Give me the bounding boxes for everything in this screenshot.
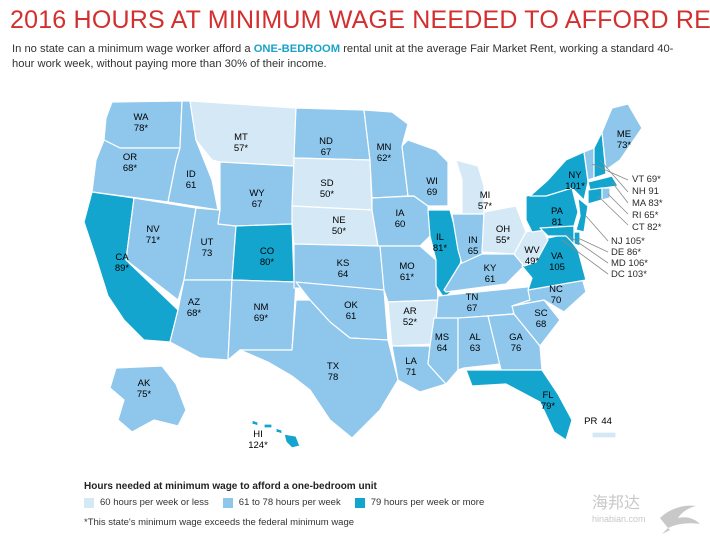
legend-title: Hours needed at minimum wage to afford a… — [84, 481, 377, 492]
state-label-NC: NC 70 — [549, 284, 563, 306]
side-label-NJ: NJ 105* — [611, 236, 645, 247]
state-AL[interactable] — [457, 315, 501, 371]
state-label-ME: ME 73* — [617, 129, 632, 151]
side-label-DE: DE 86* — [611, 247, 642, 258]
state-MD[interactable] — [539, 225, 575, 245]
legend-swatch-low — [84, 497, 94, 508]
state-label-NV: NV 71* — [146, 224, 161, 246]
state-DE[interactable] — [573, 231, 581, 247]
state-label-WV: WV 49* — [524, 245, 540, 267]
side-label-RI: RI 65* — [632, 210, 659, 221]
state-NV[interactable] — [125, 197, 197, 301]
state-label-AK: AK 75* — [137, 378, 152, 400]
state-FL[interactable] — [465, 369, 573, 441]
callout-lines — [561, 159, 629, 275]
state-label-LA: LA 71 — [405, 356, 417, 378]
footnote: *This state's minimum wage exceeds the f… — [84, 517, 355, 528]
state-label-CA: CA 89* — [115, 252, 130, 274]
state-label-SD: SD 50* — [320, 178, 335, 200]
state-label-MN: MN 62* — [377, 142, 392, 164]
state-label-SC: SC 68 — [534, 308, 547, 330]
side-label-DC: DC 103* — [611, 269, 647, 280]
state-label-MT: MT 57* — [234, 132, 249, 154]
state-label-WI: WI 69 — [426, 176, 438, 198]
state-label-GA: GA 76 — [509, 332, 523, 354]
state-label-HI: HI 124* — [248, 429, 268, 451]
state-NJ[interactable] — [575, 197, 589, 233]
legend-item-low: 60 hours per week or less — [84, 497, 209, 508]
state-RI[interactable] — [601, 187, 611, 201]
legend-swatch-high — [354, 497, 365, 508]
state-label-IA: IA 60 — [395, 208, 406, 230]
legend-item-high: 79 hours per week or more — [354, 497, 485, 508]
state-label-TN: TN 67 — [466, 292, 479, 314]
state-label-VA: VA 105 — [549, 251, 565, 273]
state-label-MS: MS 64 — [435, 332, 449, 354]
state-label-UT: UT 73 — [201, 237, 214, 259]
state-label-WA: WA 78* — [134, 112, 150, 134]
watermark-logo: 海邦达 hinabian.com — [590, 488, 708, 536]
state-label-CO: CO 80* — [260, 246, 275, 268]
bird-icon: 海邦达 hinabian.com — [592, 493, 700, 534]
legend-label-mid: 61 to 78 hours per week — [238, 497, 341, 508]
state-label-AL: AL 63 — [469, 332, 481, 354]
state-label-OR: OR 68* — [123, 152, 138, 174]
state-label-PR: PR 44 — [584, 416, 612, 427]
state-GA[interactable] — [487, 313, 543, 375]
state-MA[interactable] — [587, 175, 619, 191]
state-label-KS: KS 64 — [337, 258, 350, 280]
map-title: 2016 HOURS AT MINIMUM WAGE NEEDED TO AFF… — [10, 6, 710, 34]
state-CT[interactable] — [587, 187, 603, 205]
side-label-MD: MD 106* — [611, 258, 648, 269]
state-label-AZ: AZ 68* — [187, 297, 202, 319]
state-label-NE: NE 50* — [332, 215, 347, 237]
state-label-NY: NY 101* — [565, 170, 585, 192]
state-label-IN: IN 65 — [468, 235, 479, 257]
state-label-KY: KY 61 — [484, 263, 497, 285]
map-subtitle: In no state can a minimum wage worker af… — [12, 42, 692, 71]
legend-item-mid: 61 to 78 hours per week — [222, 497, 341, 508]
state-HI[interactable] — [251, 419, 301, 449]
side-label-CT: CT 82* — [632, 222, 662, 233]
state-label-NM: NM 69* — [254, 302, 269, 324]
state-WV[interactable] — [513, 227, 549, 267]
state-label-OK: OK 61 — [344, 300, 358, 322]
state-WI[interactable] — [401, 139, 449, 207]
legend-label-high: 79 hours per week or more — [370, 497, 485, 508]
subtitle-text-end: rental unit at the average Fair Market R… — [12, 43, 674, 70]
side-label-VT: VT 69* — [632, 174, 661, 185]
state-VA[interactable] — [521, 233, 587, 291]
state-label-PA: PA 81 — [551, 206, 564, 228]
state-label-ND: ND 67 — [319, 136, 333, 158]
state-ND[interactable] — [293, 107, 371, 161]
watermark-subtext: hinabian.com — [592, 514, 646, 524]
side-label-MA: MA 83* — [632, 198, 663, 209]
state-label-TX: TX 78 — [327, 361, 340, 383]
state-TX[interactable] — [239, 299, 399, 439]
state-label-OH: OH 55* — [496, 224, 511, 246]
legend: 60 hours per week or less 61 to 78 hours… — [84, 497, 498, 508]
state-label-MI: MI 57* — [478, 190, 493, 212]
legend-label-low: 60 hours per week or less — [100, 497, 209, 508]
side-label-NH: NH 91 — [632, 186, 659, 197]
state-label-AR: AR 52* — [403, 306, 418, 328]
subtitle-highlight: ONE-BEDROOM — [253, 43, 341, 55]
state-label-WY: WY 67 — [249, 188, 265, 210]
subtitle-text-start: In no state can a minimum wage worker af… — [12, 43, 254, 55]
state-label-IL: IL 81* — [433, 232, 448, 254]
state-label-FL: FL 79* — [541, 390, 556, 412]
state-AK[interactable] — [109, 365, 187, 433]
watermark-text: 海邦达 — [592, 493, 640, 512]
legend-swatch-mid — [222, 497, 233, 508]
state-PR[interactable] — [591, 431, 617, 439]
state-label-MO: MO 61* — [399, 261, 414, 283]
state-label-ID: ID 61 — [186, 169, 197, 191]
